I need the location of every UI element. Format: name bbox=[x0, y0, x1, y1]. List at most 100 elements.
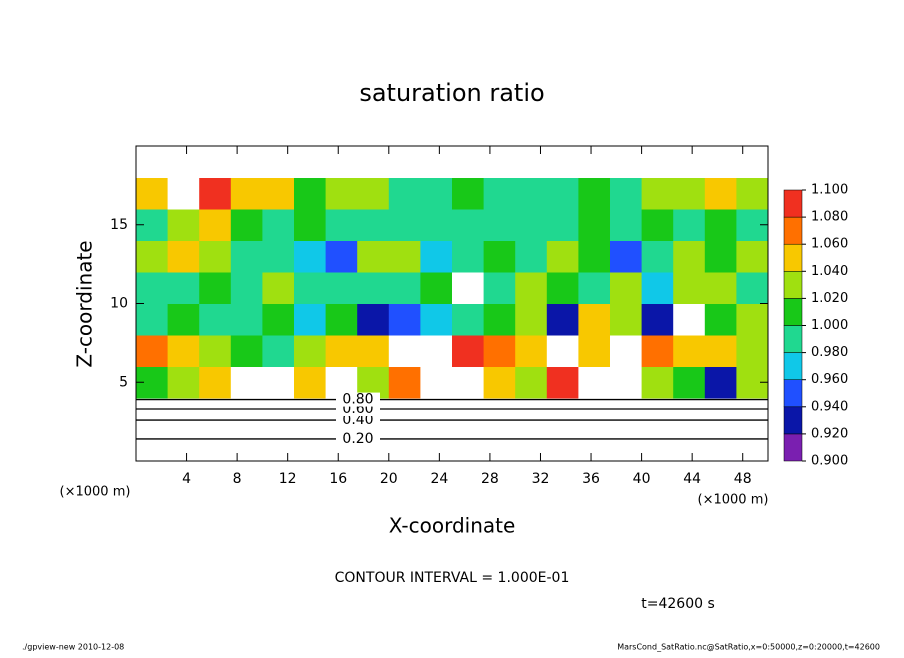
cell bbox=[736, 240, 769, 273]
cell bbox=[483, 429, 516, 462]
cell bbox=[420, 429, 453, 462]
cell bbox=[641, 240, 674, 273]
cell bbox=[199, 146, 232, 178]
cell bbox=[515, 303, 548, 336]
chart-title: saturation ratio bbox=[359, 79, 544, 107]
cell bbox=[357, 209, 390, 241]
cell bbox=[515, 429, 548, 462]
contour-label-bg bbox=[336, 392, 380, 407]
cell bbox=[420, 177, 453, 210]
cell bbox=[230, 240, 263, 273]
cell bbox=[610, 303, 643, 336]
cell bbox=[704, 146, 737, 178]
cell bbox=[420, 335, 453, 367]
cell bbox=[546, 146, 579, 178]
cell bbox=[199, 272, 232, 304]
x-tick-label: 4 bbox=[182, 471, 191, 487]
contour-label: 0.20 bbox=[342, 431, 373, 447]
cell bbox=[420, 398, 453, 430]
cell bbox=[262, 272, 295, 304]
cell bbox=[578, 240, 611, 273]
cell bbox=[673, 335, 706, 367]
cell bbox=[420, 366, 453, 399]
cell bbox=[704, 429, 737, 462]
cell bbox=[388, 303, 421, 336]
cell bbox=[262, 335, 295, 367]
cell bbox=[199, 335, 232, 367]
cell bbox=[136, 398, 169, 430]
cell bbox=[578, 366, 611, 399]
cell bbox=[262, 303, 295, 336]
cell bbox=[704, 366, 737, 399]
colorbar-swatch bbox=[783, 433, 803, 462]
cell bbox=[641, 303, 674, 336]
cell bbox=[357, 146, 390, 178]
colorbar-swatch bbox=[783, 352, 803, 380]
cell bbox=[230, 177, 263, 210]
cell bbox=[136, 177, 169, 210]
cell bbox=[452, 335, 485, 367]
cell bbox=[673, 303, 706, 336]
cell bbox=[483, 335, 516, 367]
unit-label: (×1000 m) bbox=[698, 493, 769, 508]
cell bbox=[357, 240, 390, 273]
colorbar-swatch bbox=[783, 189, 803, 218]
colorbar-label: 1.080 bbox=[811, 210, 848, 225]
cell bbox=[452, 146, 485, 178]
x-tick-label: 48 bbox=[734, 471, 752, 487]
x-tick-label: 20 bbox=[380, 471, 398, 487]
cell bbox=[262, 366, 295, 399]
cell bbox=[294, 272, 327, 304]
cell bbox=[546, 272, 579, 304]
x-axis-label: X-coordinate bbox=[389, 514, 516, 538]
cell bbox=[610, 240, 643, 273]
cell bbox=[641, 398, 674, 430]
cell bbox=[736, 177, 769, 210]
cell bbox=[641, 335, 674, 367]
x-tick-label: 36 bbox=[582, 471, 600, 487]
cell bbox=[357, 335, 390, 367]
cell bbox=[357, 177, 390, 210]
cell bbox=[230, 335, 263, 367]
cell bbox=[388, 272, 421, 304]
cell bbox=[546, 398, 579, 430]
cell bbox=[230, 272, 263, 304]
unit-label: (×1000 m) bbox=[60, 485, 131, 500]
colorbar-swatch bbox=[783, 271, 803, 299]
cell bbox=[578, 146, 611, 178]
x-tick-label: 44 bbox=[683, 471, 701, 487]
cell bbox=[136, 303, 169, 336]
cell bbox=[736, 146, 769, 178]
cell bbox=[704, 272, 737, 304]
cell bbox=[262, 240, 295, 273]
cell bbox=[546, 303, 579, 336]
cell bbox=[546, 429, 579, 462]
cell bbox=[167, 429, 200, 462]
cell bbox=[578, 272, 611, 304]
colorbar-swatch bbox=[783, 379, 803, 408]
cell bbox=[388, 429, 421, 462]
colorbar-label: 1.020 bbox=[811, 291, 848, 306]
cell bbox=[420, 272, 453, 304]
footer: MarsCond_SatRatio.nc@SatRatio,x=0:50000,… bbox=[617, 643, 880, 652]
colorbar-label: 0.980 bbox=[811, 345, 848, 360]
cell bbox=[673, 209, 706, 241]
cell bbox=[452, 429, 485, 462]
cell bbox=[452, 272, 485, 304]
cell bbox=[167, 398, 200, 430]
cell bbox=[294, 209, 327, 241]
cell bbox=[388, 146, 421, 178]
cell bbox=[230, 398, 263, 430]
cell bbox=[483, 303, 516, 336]
cell bbox=[546, 177, 579, 210]
cell bbox=[673, 272, 706, 304]
y-tick-label: 15 bbox=[110, 217, 128, 233]
colorbar-swatch bbox=[783, 325, 803, 353]
y-tick-label: 5 bbox=[119, 374, 128, 390]
cell bbox=[167, 303, 200, 336]
cell bbox=[673, 429, 706, 462]
cell bbox=[452, 177, 485, 210]
cell bbox=[230, 303, 263, 336]
cell bbox=[199, 303, 232, 336]
cell bbox=[610, 366, 643, 399]
